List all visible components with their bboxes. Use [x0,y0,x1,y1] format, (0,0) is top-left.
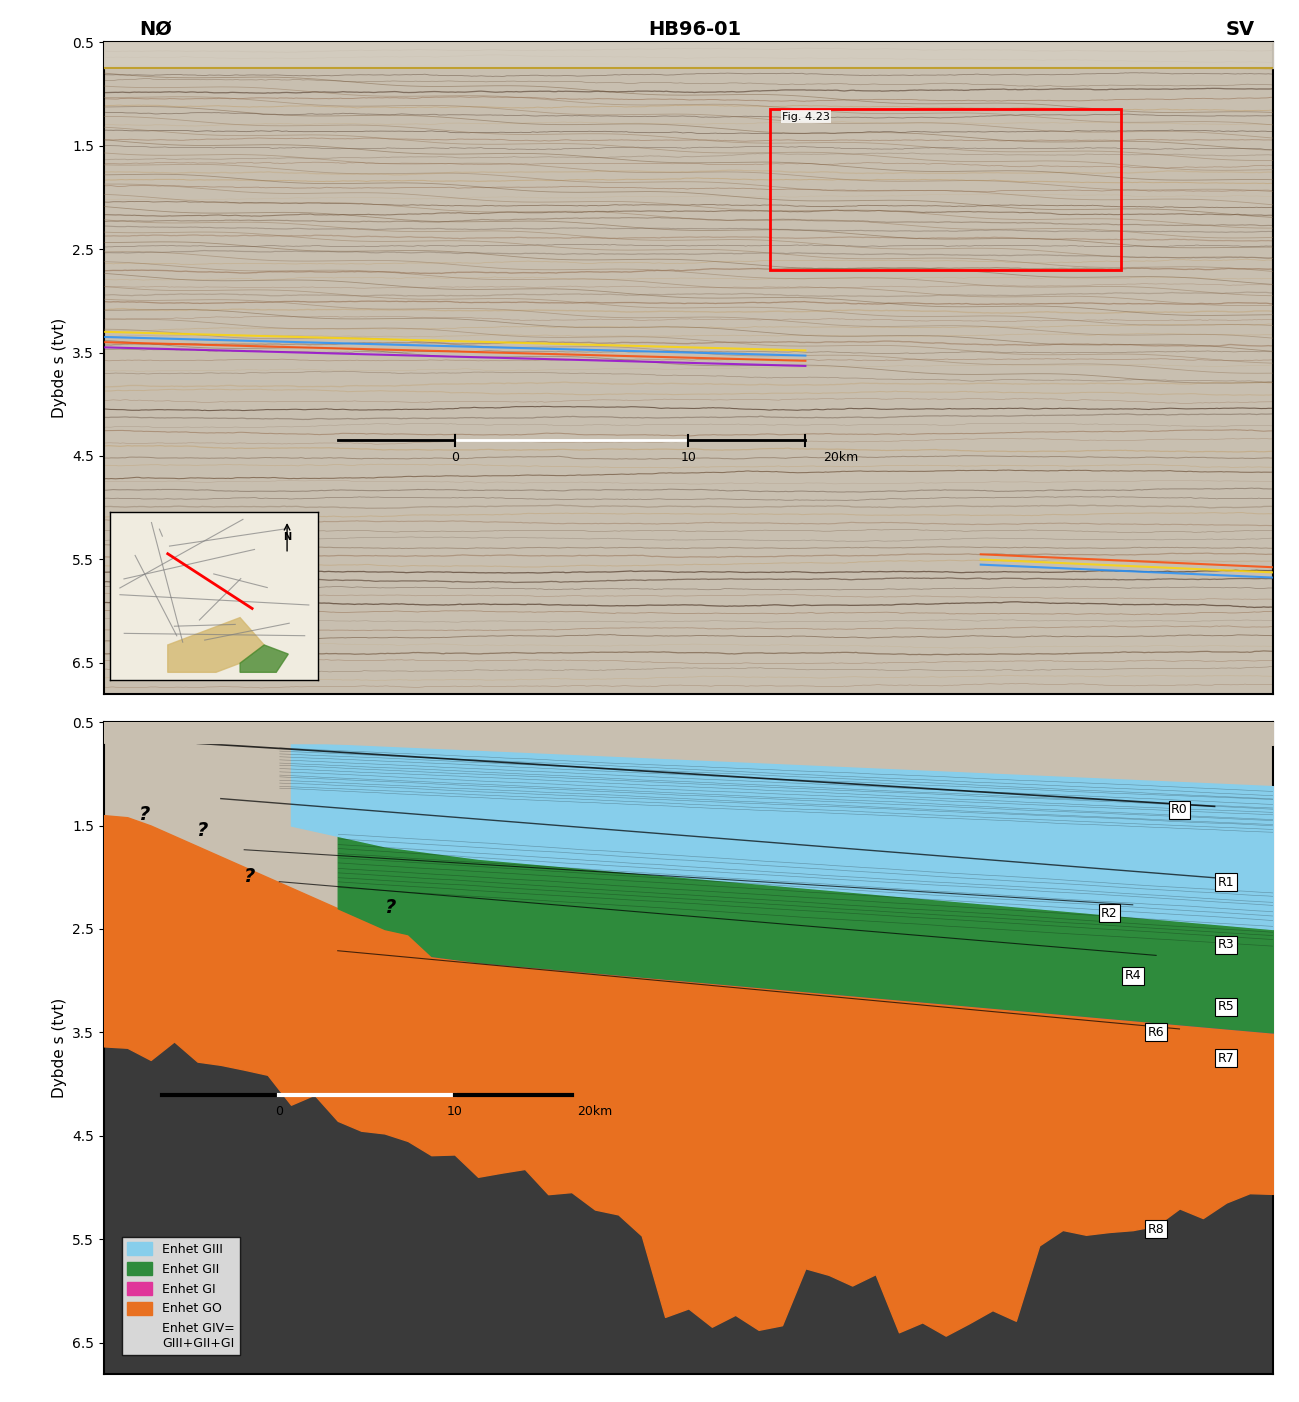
Text: R5: R5 [1218,1000,1234,1014]
Text: 20km: 20km [577,1105,613,1119]
Text: 0: 0 [451,451,459,464]
Text: R4: R4 [1125,969,1141,981]
Text: R1: R1 [1218,876,1234,889]
Text: ?: ? [139,805,151,824]
Y-axis label: Dybde s (tvt): Dybde s (tvt) [52,998,66,1098]
Text: R0: R0 [1172,803,1187,816]
Text: R8: R8 [1148,1223,1164,1235]
Bar [770,109,1121,269]
Text: Fig. 4.23: Fig. 4.23 [782,112,830,122]
Text: 10: 10 [681,451,696,464]
Polygon shape [168,618,264,673]
Text: R7: R7 [1218,1052,1234,1066]
Text: R2: R2 [1102,907,1117,920]
Text: ?: ? [385,899,396,917]
Text: SV: SV [1226,20,1255,39]
Legend: Enhet GIII, Enhet GII, Enhet GI, Enhet GO, Enhet GIV=
GIII+GII+GI: Enhet GIII, Enhet GII, Enhet GI, Enhet G… [122,1237,239,1354]
Text: 10: 10 [447,1105,462,1119]
Y-axis label: Dybde s (tvt): Dybde s (tvt) [52,318,66,418]
Polygon shape [240,645,288,673]
Text: 20km: 20km [822,451,859,464]
Text: NØ: NØ [139,20,173,39]
Text: ?: ? [197,820,209,840]
Text: N: N [283,531,291,543]
Text: ?: ? [244,868,256,886]
Text: R6: R6 [1148,1026,1164,1039]
Text: R3: R3 [1218,938,1234,951]
Text: 0: 0 [275,1105,283,1119]
Text: HB96-01: HB96-01 [648,20,742,39]
